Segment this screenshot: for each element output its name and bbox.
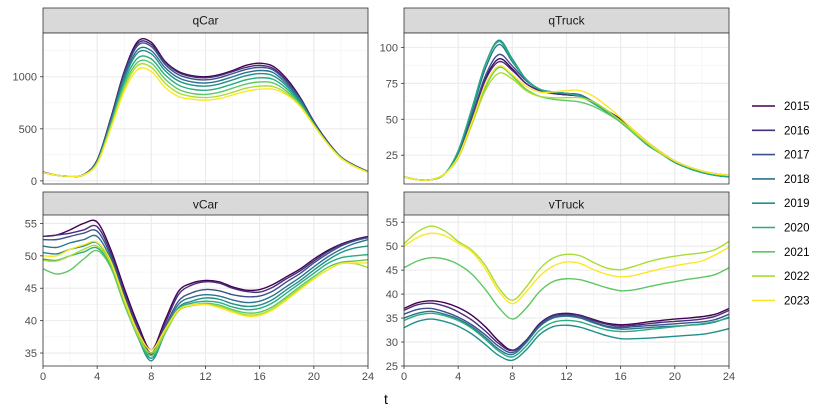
- series-line-2016: [42, 224, 369, 354]
- panel-qTruck: qTruck 25 50 75 100: [380, 7, 730, 185]
- series-line-2015: [42, 219, 369, 351]
- legend-label-2017: 2017: [784, 150, 810, 162]
- x-tick-label: 16: [615, 371, 627, 383]
- y-tick-label: 25: [386, 150, 398, 162]
- series-line-2020: [403, 40, 730, 181]
- x-tick-label: 20: [669, 371, 681, 383]
- y-tick-label: 50: [386, 241, 398, 253]
- legend-label-2020: 2020: [784, 223, 810, 235]
- panel-title: qCar: [192, 14, 218, 28]
- series-line-2023: [42, 67, 369, 178]
- y-tick-label: 40: [386, 289, 398, 301]
- y-tick-label: 25: [386, 361, 398, 373]
- y-tick-label: 50: [25, 251, 37, 263]
- y-tick-label: 0: [31, 176, 37, 188]
- series-line-2015: [403, 300, 730, 351]
- panel-strip: [42, 7, 369, 34]
- panel-qCar: qCar 0 500 1000: [13, 7, 369, 188]
- series-line-2023: [403, 232, 730, 305]
- x-tick-label: 16: [254, 371, 266, 383]
- y-tick-label: 55: [25, 218, 37, 230]
- series-line-2023: [42, 240, 369, 351]
- x-tick-label: 4: [94, 371, 100, 383]
- y-tick-label: 50: [386, 114, 398, 126]
- series-line-2017: [42, 229, 369, 356]
- series-line-2019: [403, 318, 730, 362]
- series-line-2022: [403, 225, 730, 302]
- x-tick-label: 8: [148, 371, 154, 383]
- panel-strip: [403, 7, 730, 34]
- series-line-2018: [42, 234, 369, 359]
- x-tick-label: 24: [723, 371, 735, 383]
- x-tick-label: 8: [509, 371, 515, 383]
- panel-title: vTruck: [549, 198, 586, 212]
- y-tick-label: 30: [386, 337, 398, 349]
- legend-label-2018: 2018: [784, 174, 810, 186]
- y-tick-label: 45: [386, 265, 398, 277]
- x-tick-label: 20: [308, 371, 320, 383]
- series-line-2016: [403, 302, 730, 352]
- series-line-2021: [42, 249, 369, 357]
- y-tick-label: 500: [19, 124, 37, 136]
- panel-vCar: vCar 35 40 45 50 55 0 4 8 12 16 20 24: [25, 191, 374, 383]
- y-tick-label: 55: [386, 217, 398, 229]
- x-tick-label: 12: [560, 371, 572, 383]
- y-tick-label: 40: [25, 316, 37, 328]
- panel-title: vCar: [193, 198, 218, 212]
- x-tick-label: 12: [199, 371, 211, 383]
- panel-title: qTruck: [548, 14, 585, 28]
- x-tick-label: 0: [40, 371, 46, 383]
- legend-label-2022: 2022: [784, 271, 810, 283]
- panel-vTruck: vTruck 25 30 35 40 45 50 55 0 4 8 12 16 20 24: [386, 191, 735, 383]
- x-tick-label: 24: [362, 371, 374, 383]
- legend-label-2016: 2016: [784, 125, 810, 137]
- y-tick-label: 35: [25, 348, 37, 360]
- x-axis-title: t: [384, 391, 388, 407]
- x-tick-label: 4: [455, 371, 461, 383]
- series-line-2023: [403, 65, 730, 181]
- legend-label-2019: 2019: [784, 198, 810, 210]
- series-line-2021: [403, 256, 730, 320]
- y-tick-label: 35: [386, 313, 398, 325]
- panel-border: [42, 32, 369, 185]
- legend: 2015 2016 2017 2018 2019 2020 2021 2022 2023: [752, 101, 810, 307]
- y-tick-label: 1000: [13, 72, 37, 84]
- series-line-2017: [403, 307, 730, 354]
- series-line-2020: [42, 246, 369, 359]
- panel-strip: [42, 191, 369, 218]
- panel-border: [403, 32, 730, 185]
- legend-label-2023: 2023: [784, 295, 810, 307]
- y-tick-label: 100: [380, 42, 398, 54]
- panel-strip: [403, 191, 730, 218]
- y-tick-label: 45: [25, 283, 37, 295]
- legend-label-2015: 2015: [784, 101, 810, 113]
- x-tick-label: 0: [401, 371, 407, 383]
- legend-label-2021: 2021: [784, 247, 810, 259]
- series-line-2020: [403, 312, 730, 358]
- y-tick-label: 75: [386, 78, 398, 90]
